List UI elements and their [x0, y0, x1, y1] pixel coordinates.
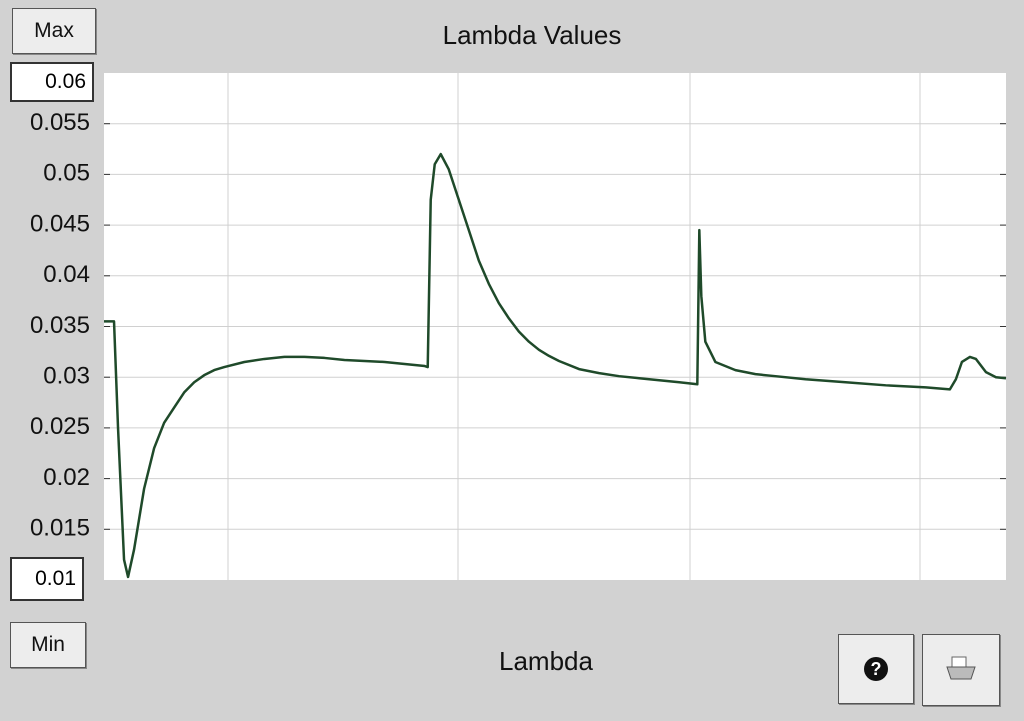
y-tick-label: 0.05 [43, 160, 90, 187]
y-tick-label: 0.025 [30, 413, 90, 440]
y-tick-label: 0.035 [30, 312, 90, 339]
max-input[interactable]: 0.06 [10, 62, 94, 102]
x-axis-label: Lambda [499, 646, 593, 676]
max-button[interactable]: Max [12, 8, 96, 54]
help-button[interactable]: ? [838, 634, 914, 704]
y-tick-label: 0.02 [43, 464, 90, 491]
y-tick-label: 0.03 [43, 363, 90, 390]
help-icon: ? [864, 657, 888, 681]
data-line [104, 152, 1007, 579]
y-tick-label: 0.055 [30, 109, 90, 136]
y-tick-label: 0.015 [30, 515, 90, 542]
y-tick-label: 0.045 [30, 210, 90, 237]
print-button[interactable] [922, 634, 1000, 706]
y-tick-label: 0.04 [43, 261, 90, 288]
chart-title: Lambda Values [442, 20, 622, 50]
min-input[interactable]: 0.01 [10, 557, 84, 601]
print-icon [946, 656, 976, 680]
min-button[interactable]: Min [10, 622, 86, 668]
svg-text:?: ? [871, 659, 882, 679]
